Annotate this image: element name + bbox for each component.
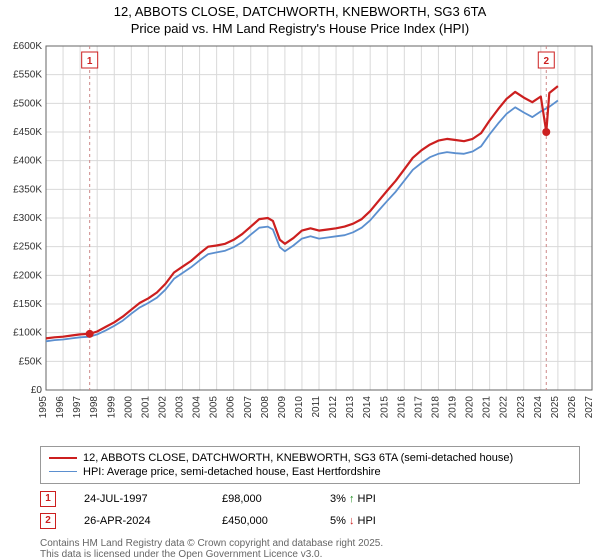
marker-price: £450,000 <box>222 515 302 527</box>
svg-text:2013: 2013 <box>345 395 356 418</box>
svg-text:2025: 2025 <box>550 395 561 418</box>
marker-badge: 1 <box>40 491 56 507</box>
marker-table: 1 24-JUL-1997 £98,000 3% ↑ HPI 2 26-APR-2024 £… <box>40 488 580 532</box>
svg-text:£0: £0 <box>31 385 43 396</box>
svg-text:£300K: £300K <box>13 213 42 224</box>
svg-text:2: 2 <box>543 56 549 67</box>
svg-text:1995: 1995 <box>38 395 49 418</box>
title-line2: Price paid vs. HM Land Registry's House … <box>131 21 469 36</box>
svg-text:2022: 2022 <box>499 395 510 418</box>
svg-text:£150K: £150K <box>13 299 42 310</box>
svg-text:2012: 2012 <box>328 395 339 418</box>
svg-text:2003: 2003 <box>175 395 186 418</box>
svg-text:1999: 1999 <box>106 395 117 418</box>
svg-text:£600K: £600K <box>13 41 42 52</box>
legend: 12, ABBOTS CLOSE, DATCHWORTH, KNEBWORTH,… <box>40 446 580 484</box>
legend-item-hpi: HPI: Average price, semi-detached house,… <box>49 465 571 479</box>
marker-row: 1 24-JUL-1997 £98,000 3% ↑ HPI <box>40 488 580 510</box>
svg-text:2001: 2001 <box>140 395 151 418</box>
svg-text:£400K: £400K <box>13 155 42 166</box>
marker-price: £98,000 <box>222 493 302 505</box>
marker-delta: 5% ↓ HPI <box>330 515 376 527</box>
svg-text:£200K: £200K <box>13 270 42 281</box>
marker-row: 2 26-APR-2024 £450,000 5% ↓ HPI <box>40 510 580 532</box>
legend-swatch <box>49 471 77 472</box>
svg-text:2002: 2002 <box>157 395 168 418</box>
svg-text:2015: 2015 <box>379 395 390 418</box>
marker-date: 26-APR-2024 <box>84 515 194 527</box>
svg-text:£550K: £550K <box>13 69 42 80</box>
legend-label: HPI: Average price, semi-detached house,… <box>83 466 381 478</box>
svg-text:2010: 2010 <box>294 395 305 418</box>
svg-text:2021: 2021 <box>482 395 493 418</box>
footnote: Contains HM Land Registry data © Crown c… <box>40 538 580 560</box>
svg-text:£500K: £500K <box>13 98 42 109</box>
marker-badge: 2 <box>40 513 56 529</box>
svg-text:2004: 2004 <box>192 395 203 418</box>
svg-text:2017: 2017 <box>413 395 424 418</box>
svg-text:2027: 2027 <box>584 395 595 418</box>
marker-date: 24-JUL-1997 <box>84 493 194 505</box>
svg-text:1998: 1998 <box>89 395 100 418</box>
svg-text:£450K: £450K <box>13 127 42 138</box>
svg-text:2024: 2024 <box>533 395 544 418</box>
chart-area: £0 £50K £100K £150K £200K £250K £300K £350K £400… <box>0 38 600 440</box>
svg-text:2014: 2014 <box>362 395 373 418</box>
svg-text:2023: 2023 <box>516 395 527 418</box>
svg-text:£350K: £350K <box>13 184 42 195</box>
legend-swatch <box>49 457 77 459</box>
svg-text:2026: 2026 <box>567 395 578 418</box>
svg-text:2020: 2020 <box>465 395 476 418</box>
chart-title: 12, ABBOTS CLOSE, DATCHWORTH, KNEBWORTH,… <box>0 0 600 38</box>
legend-item-price-paid: 12, ABBOTS CLOSE, DATCHWORTH, KNEBWORTH,… <box>49 451 571 465</box>
svg-text:£100K: £100K <box>13 327 42 338</box>
line-chart-svg: £0 £50K £100K £150K £200K £250K £300K £350K £400… <box>0 38 600 440</box>
svg-text:2009: 2009 <box>277 395 288 418</box>
svg-text:1996: 1996 <box>55 395 66 418</box>
marker-delta: 3% ↑ HPI <box>330 493 376 505</box>
svg-text:1997: 1997 <box>72 395 83 418</box>
svg-text:2008: 2008 <box>260 395 271 418</box>
legend-label: 12, ABBOTS CLOSE, DATCHWORTH, KNEBWORTH,… <box>83 452 513 464</box>
svg-text:2016: 2016 <box>396 395 407 418</box>
svg-text:1: 1 <box>87 56 93 67</box>
svg-text:2019: 2019 <box>448 395 459 418</box>
svg-text:2006: 2006 <box>226 395 237 418</box>
title-line1: 12, ABBOTS CLOSE, DATCHWORTH, KNEBWORTH,… <box>114 4 487 19</box>
svg-text:2007: 2007 <box>243 395 254 418</box>
svg-text:2011: 2011 <box>311 395 322 417</box>
svg-text:2000: 2000 <box>123 395 134 418</box>
svg-text:£250K: £250K <box>13 241 42 252</box>
svg-text:£50K: £50K <box>19 356 43 367</box>
svg-text:2018: 2018 <box>430 395 441 418</box>
svg-text:2005: 2005 <box>209 395 220 418</box>
